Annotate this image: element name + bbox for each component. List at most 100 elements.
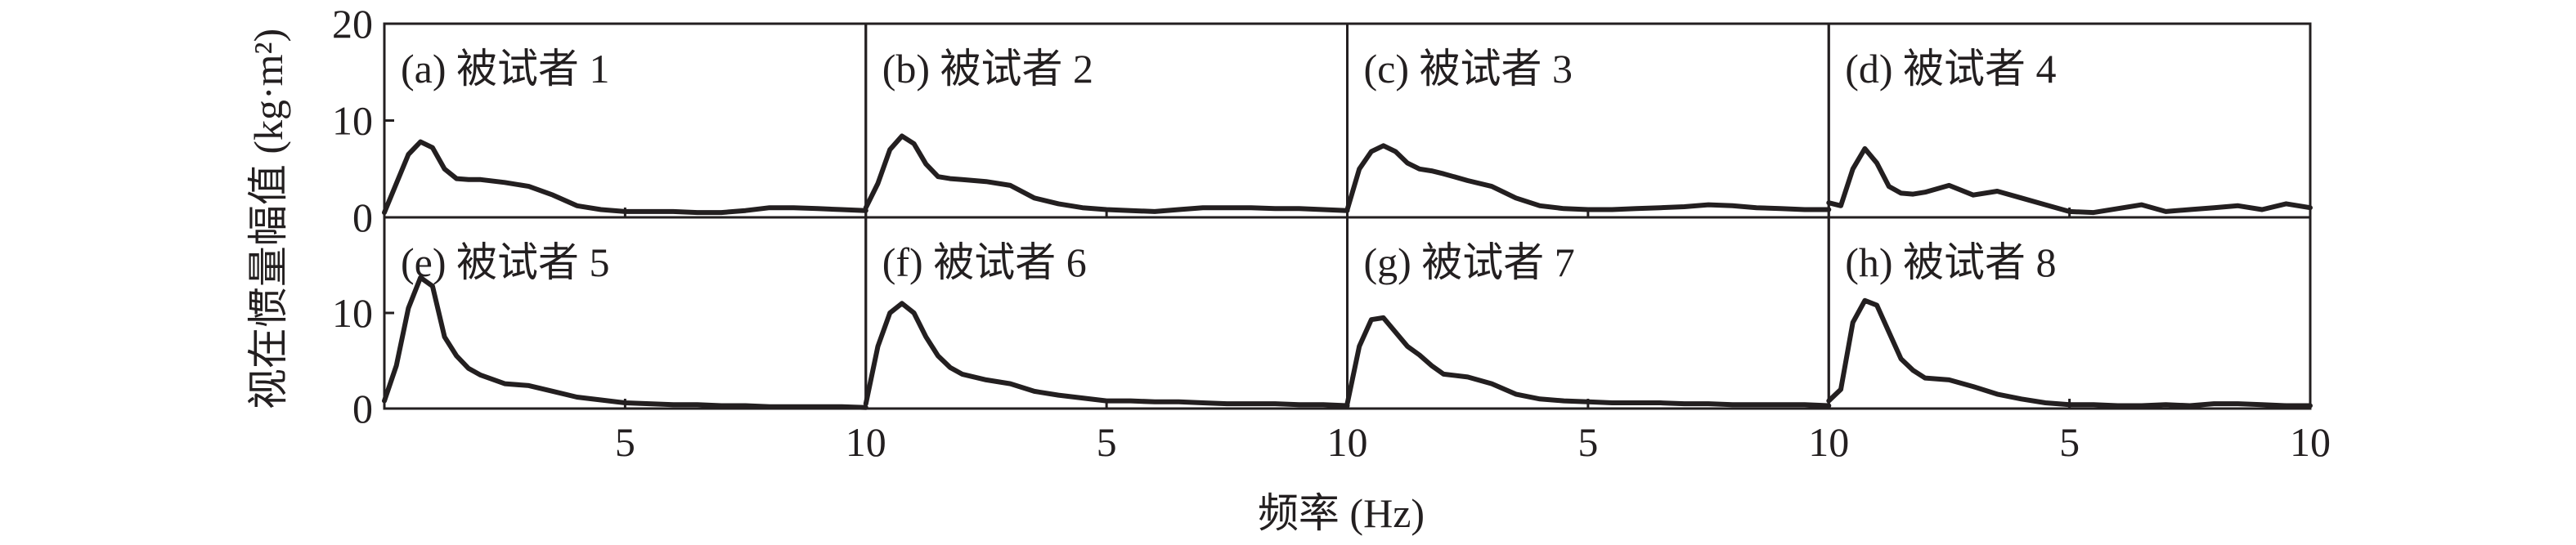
data-point [1755, 206, 1758, 209]
data-point [1177, 208, 1180, 212]
data-point [467, 367, 470, 370]
data-point [1707, 402, 1710, 405]
data-point [985, 378, 988, 382]
data-point [1298, 207, 1301, 210]
data-point [985, 180, 988, 183]
data-point [949, 177, 952, 181]
data-point [1418, 354, 1421, 357]
data-point [1442, 172, 1445, 176]
data-point [961, 178, 964, 181]
data-point [720, 211, 723, 214]
data-point [768, 405, 771, 409]
data-point [816, 405, 819, 409]
data-point [864, 206, 868, 209]
data-point [1430, 364, 1434, 367]
data-point [1370, 318, 1373, 321]
data-point [1803, 208, 1806, 212]
data-point [2092, 211, 2095, 214]
panel-label-8: (h) 被试者 8 [1845, 239, 2056, 285]
data-point [2116, 207, 2120, 210]
data-point [888, 311, 891, 315]
data-point [792, 405, 795, 409]
y-axis-label: 视在惯量幅值 (kg·m²) [245, 29, 291, 409]
x-tick-label: 5 [615, 419, 635, 465]
panel-label-4: (d) 被试者 4 [1845, 46, 2056, 92]
data-point [406, 153, 410, 156]
data-point [1008, 184, 1012, 187]
data-point [1803, 403, 1806, 406]
data-point [1839, 388, 1842, 391]
data-point [455, 177, 458, 181]
data-point [455, 355, 458, 358]
data-point [1393, 150, 1397, 153]
data-point [1370, 150, 1373, 153]
data-point [1177, 400, 1180, 404]
series-line-2 [863, 133, 1350, 214]
data-point [1430, 169, 1434, 172]
data-point [1153, 210, 1156, 213]
data-point [1382, 316, 1385, 319]
data-point [1923, 190, 1927, 194]
x-tick-label: 10 [2290, 419, 2331, 465]
data-point [599, 399, 603, 402]
data-point [2285, 404, 2288, 408]
data-point [1683, 402, 1686, 405]
data-point [924, 335, 927, 338]
x-tick-label: 5 [1577, 419, 1598, 465]
data-point [467, 178, 470, 181]
data-point [1875, 304, 1878, 307]
data-point [1298, 403, 1301, 406]
data-point [1358, 345, 1361, 348]
x-axis-label: 频率 (Hz) [1258, 490, 1425, 536]
data-point [1081, 396, 1084, 400]
data-point [551, 194, 554, 197]
data-point [419, 141, 422, 144]
data-point [1033, 196, 1036, 199]
data-point [936, 355, 940, 358]
data-point [1911, 193, 1914, 196]
data-point [551, 390, 554, 393]
y-axis: 0 10 20 0 10 [332, 1, 394, 431]
x-tick-label: 5 [2059, 419, 2080, 465]
data-point [1515, 392, 1518, 395]
data-point [1466, 375, 1470, 378]
data-point [1382, 144, 1385, 147]
data-point [2212, 206, 2215, 209]
data-point [1406, 345, 1409, 348]
data-point [1057, 394, 1060, 397]
data-point [744, 404, 747, 408]
data-point [2140, 203, 2143, 207]
series-line-7 [1344, 315, 1832, 409]
panel-label-6: (f) 被试者 6 [882, 239, 1087, 285]
panel-label-5: (e) 被试者 5 [401, 239, 610, 285]
data-point [671, 403, 675, 406]
data-point [503, 382, 506, 386]
data-point [2285, 202, 2288, 205]
data-point [2309, 206, 2312, 209]
data-point [443, 168, 447, 171]
data-point [2164, 403, 2167, 406]
data-point [949, 366, 952, 369]
data-point [1129, 400, 1133, 403]
series-line-1 [382, 139, 868, 216]
data-point [2092, 403, 2095, 406]
data-point [395, 364, 398, 367]
data-point [648, 402, 651, 405]
series-line-3 [1344, 143, 1832, 212]
data-point [576, 395, 579, 399]
data-point [1153, 400, 1156, 404]
panel-label-3: (c) 被试者 3 [1364, 46, 1573, 92]
panel-label-1: (a) 被试者 1 [401, 46, 610, 92]
data-point [1033, 390, 1036, 393]
data-point [961, 373, 964, 376]
series-line-5 [382, 275, 868, 410]
data-point [720, 404, 723, 408]
data-point [1201, 401, 1205, 404]
data-point [1779, 403, 1782, 406]
data-point [1863, 147, 1866, 150]
data-point [1707, 203, 1710, 207]
data-point [1562, 207, 1565, 210]
data-point [599, 208, 603, 212]
y-tick-label: 10 [332, 98, 373, 144]
y-tick-label: 0 [352, 194, 373, 240]
